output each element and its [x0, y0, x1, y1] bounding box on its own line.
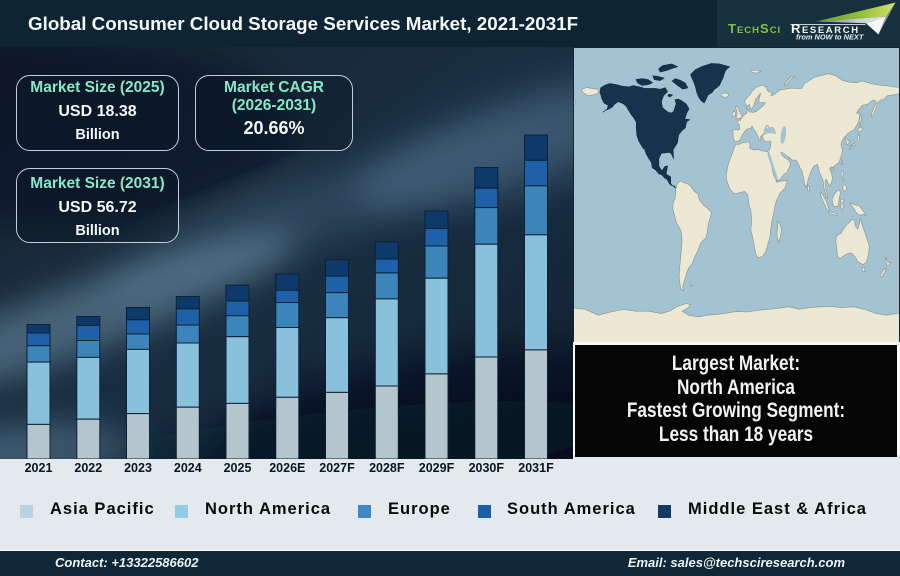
- svg-text:TECHSCI: TECHSCI: [728, 21, 781, 36]
- svg-text:RESEARCH: RESEARCH: [791, 21, 860, 36]
- svg-text:from NOW to NEXT: from NOW to NEXT: [796, 33, 865, 42]
